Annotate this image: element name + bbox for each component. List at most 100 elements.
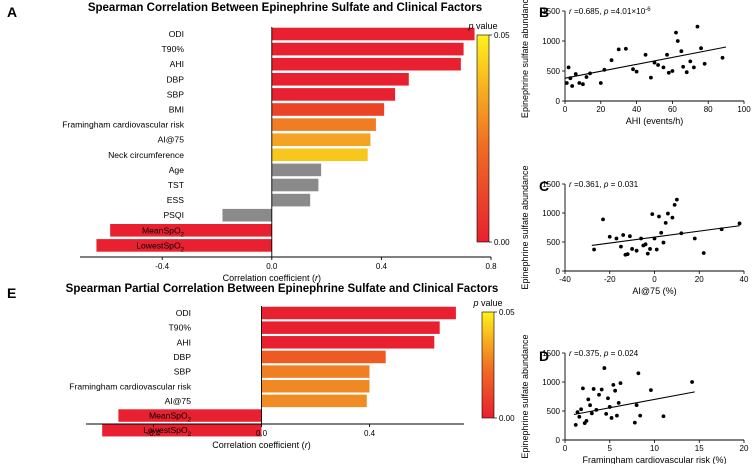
point-b-33	[702, 61, 707, 66]
point-d-29	[661, 414, 666, 419]
chart-title-a: Spearman Correlation Between Epinephrine…	[88, 2, 482, 14]
y-tick-label-c-3: 1500	[542, 180, 560, 189]
point-d-19	[611, 383, 616, 387]
x-tick-label-d-1: 5	[608, 444, 613, 453]
panel-letter-e: E	[7, 285, 16, 301]
category-label-e-3: DBP	[173, 352, 191, 362]
point-b-24	[674, 30, 678, 35]
point-d-2	[577, 414, 582, 419]
point-c-20	[659, 230, 664, 235]
bar-a-12	[222, 208, 272, 222]
category-label-e-8: LowestSpO2	[143, 425, 191, 438]
colorbar-max-label-a: 0.05	[494, 31, 510, 40]
y-axis-label-d: Epinephrine sulfate abundance	[520, 334, 530, 458]
category-label-a-1: T90%	[162, 44, 185, 54]
colorbar-min-label-a: 0.00	[494, 238, 510, 247]
point-b-19	[656, 63, 660, 67]
bar-e-5	[261, 380, 370, 393]
point-b-9	[598, 81, 603, 85]
y-tick-label-c-0: 0	[556, 267, 561, 276]
category-label-e-4: SBP	[174, 367, 191, 377]
point-d-20	[613, 388, 618, 393]
point-b-10	[602, 67, 607, 72]
point-b-6	[581, 82, 585, 87]
point-c-21	[661, 240, 666, 245]
category-label-e-2: AHI	[177, 337, 191, 347]
x-tick-label-d-4: 20	[740, 444, 749, 453]
point-d-12	[597, 392, 601, 397]
point-d-23	[618, 381, 623, 386]
point-c-27	[679, 231, 684, 236]
category-label-a-14: LowestSpO2	[136, 240, 184, 253]
bar-a-14	[96, 239, 272, 252]
point-d-21	[615, 413, 619, 418]
point-c-9	[630, 247, 635, 251]
y-tick-label-d-2: 1000	[542, 378, 560, 387]
chart-title-e: Spearman Partial Correlation Between Epi…	[66, 283, 499, 295]
bar-e-1	[261, 321, 440, 334]
point-c-28	[692, 236, 697, 241]
point-c-10	[634, 248, 639, 253]
point-b-16	[643, 52, 648, 57]
point-d-10	[591, 387, 596, 391]
point-d-0	[573, 423, 578, 427]
colorbar-max-label-e: 0.05	[499, 308, 515, 317]
category-label-e-0: ODI	[176, 308, 191, 318]
x-tick-label-a-2: 0.4	[376, 262, 388, 271]
panel-letter-c: C	[539, 178, 549, 194]
point-b-0	[564, 81, 569, 85]
point-b-34	[720, 55, 725, 60]
bar-e-8	[102, 423, 262, 437]
category-label-e-7: MeanSpO2	[149, 411, 192, 424]
point-c-1	[601, 217, 605, 222]
category-label-a-2: AHI	[170, 59, 184, 69]
x-tick-label-d-3: 15	[695, 444, 704, 453]
colorbar-a	[476, 34, 490, 243]
x-axis-label-d: Framingham cardiovascular risk (%)	[582, 455, 726, 464]
bar-e-3	[261, 350, 386, 364]
point-d-6	[584, 418, 589, 423]
point-b-29	[688, 59, 693, 64]
point-b-5	[577, 81, 582, 85]
point-c-14	[645, 251, 650, 256]
point-c-13	[643, 242, 648, 247]
y-tick-label-d-3: 1500	[542, 349, 560, 358]
point-c-4	[619, 244, 623, 249]
colorbar-title-e: p value	[472, 298, 502, 308]
y-axis-label-b: Epinephrine sulfate abundance	[520, 0, 530, 118]
point-c-0	[592, 247, 596, 252]
point-b-25	[675, 39, 680, 43]
point-c-18	[654, 247, 659, 252]
panel-letter-a: A	[7, 4, 17, 20]
point-b-26	[679, 49, 684, 54]
category-label-a-8: Neck circumference	[108, 150, 184, 160]
point-d-17	[607, 405, 612, 409]
point-b-15	[634, 69, 639, 74]
point-b-8	[588, 71, 592, 76]
x-tick-label-c-2: 0	[652, 275, 657, 284]
x-axis-label-c: AI@75 (%)	[632, 286, 676, 296]
bar-a-13	[110, 224, 272, 237]
point-b-21	[665, 52, 669, 57]
bar-a-8	[271, 148, 368, 162]
point-c-25	[672, 202, 677, 207]
y-tick-label-c-2: 1000	[542, 209, 560, 218]
point-c-15	[648, 247, 652, 251]
y-tick-label-c-1: 500	[547, 238, 561, 247]
point-c-2	[607, 234, 612, 239]
category-label-a-0: ODI	[169, 29, 184, 39]
point-b-1	[566, 65, 571, 70]
point-c-8	[627, 234, 632, 239]
point-d-25	[634, 403, 639, 408]
point-b-11	[609, 58, 614, 63]
colorbar-e	[481, 311, 495, 419]
point-c-17	[652, 236, 657, 241]
point-d-13	[599, 387, 604, 392]
category-label-a-13: MeanSpO2	[142, 225, 185, 238]
bar-a-10	[271, 178, 319, 192]
x-tick-label-b-3: 60	[668, 105, 677, 114]
point-d-30	[690, 380, 694, 384]
point-c-19	[657, 214, 661, 219]
x-tick-label-b-2: 40	[632, 105, 641, 114]
